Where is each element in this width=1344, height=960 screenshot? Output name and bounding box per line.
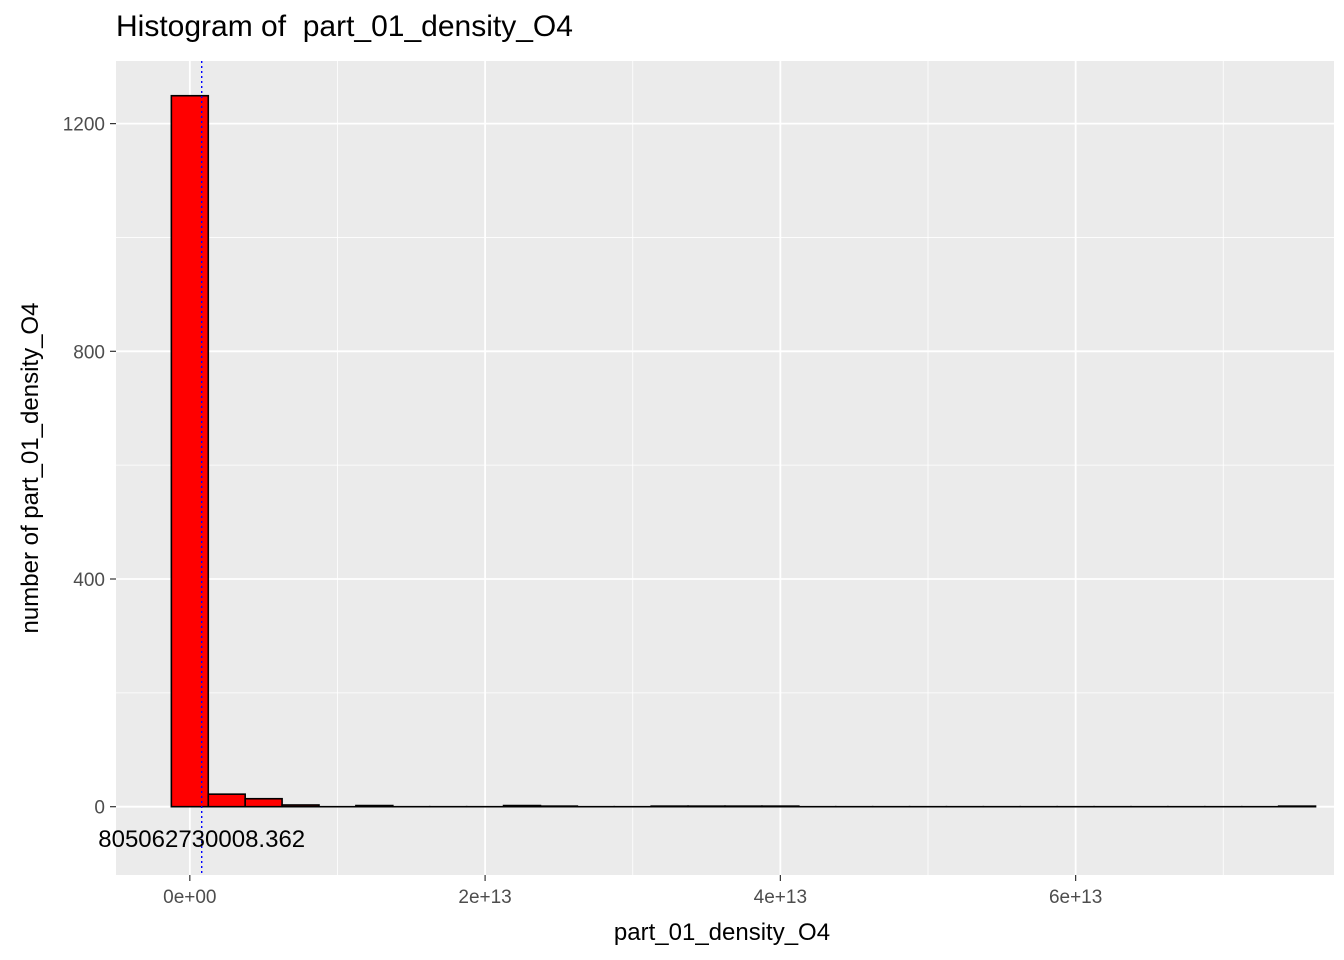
histogram-bar (1277, 805, 1317, 808)
histogram-bar (650, 805, 689, 808)
x-tick-label: 6e+13 (1049, 887, 1102, 908)
histogram-bar (539, 805, 579, 808)
histogram-bar (687, 805, 726, 808)
x-axis-title: part_01_density_O4 (614, 919, 830, 946)
histogram-bar (207, 793, 246, 808)
y-tick-label: 400 (73, 570, 105, 591)
histogram-bar (502, 804, 542, 808)
x-tick-label: 2e+13 (458, 887, 511, 908)
y-tick-label: 1200 (63, 115, 105, 136)
x-tick-label: 4e+13 (754, 887, 807, 908)
y-axis-title: number of part_01_density_O4 (17, 303, 44, 634)
mean-label: 805062730008.362 (98, 826, 305, 853)
chart-title: Histogram of part_01_density_O4 (116, 10, 573, 43)
histogram-bar (170, 94, 210, 808)
x-tick-label: 0e+00 (163, 887, 216, 908)
mean-marker: 805062730008.362 (98, 61, 305, 875)
histogram-bar (244, 797, 283, 808)
axes: 0 400 800 1200 0e+00 2e+13 4e+13 6e+13 (63, 115, 1103, 908)
histogram-bar (281, 804, 320, 808)
plot-panel (116, 61, 1334, 875)
histogram-bar (761, 805, 800, 808)
y-tick-label: 800 (73, 342, 105, 363)
y-tick-label: 0 (94, 798, 105, 819)
histogram-bar (724, 805, 763, 808)
histogram-bar (355, 804, 394, 808)
